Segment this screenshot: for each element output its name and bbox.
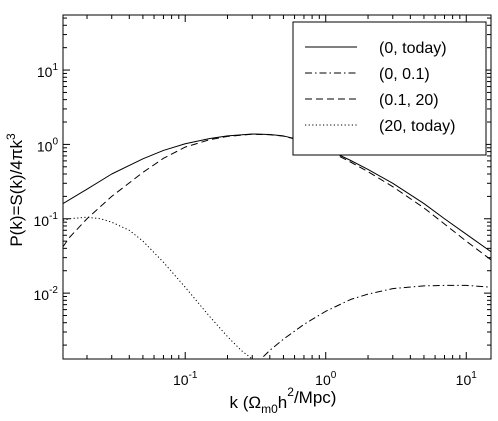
x-tick-label: 100 [315, 370, 337, 388]
x-tick-label: 10-1 [173, 370, 198, 388]
legend-box [292, 21, 487, 156]
series-line-3 [63, 216, 253, 359]
series-layer [63, 133, 491, 359]
series-line-0 [63, 133, 491, 253]
series-line-2 [63, 133, 491, 261]
y-tick-label: 10-2 [34, 285, 59, 303]
legend-label-1: (0, 0.1) [379, 66, 430, 83]
y-axis-label: P(k)=S(k)/4πk3 [4, 133, 26, 247]
y-tick-label: 101 [37, 62, 59, 80]
x-axis-label: k (Ωm0h2/Mpc) [230, 385, 337, 416]
plot-frame [62, 14, 492, 360]
y-tick-label: 100 [37, 136, 59, 154]
legend-label-0: (0, today) [379, 40, 447, 57]
legend-label-3: (20, today) [379, 118, 455, 135]
legend-label-2: (0.1, 20) [379, 92, 439, 109]
y-tick-label: 10-1 [34, 211, 59, 229]
legend: (0, today) (0, 0.1) (0.1, 20) (20, today) [292, 21, 487, 156]
series-line-1 [263, 284, 491, 357]
x-tick-label: 101 [456, 370, 478, 388]
